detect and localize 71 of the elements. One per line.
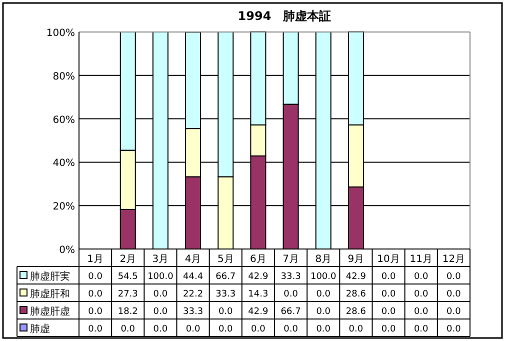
data-label: 0.0: [381, 307, 396, 317]
data-label: 0.0: [381, 324, 396, 334]
x-tick-label: 12月: [442, 254, 466, 265]
data-label: 0.0: [348, 324, 364, 334]
x-tick-label: 5月: [217, 254, 234, 265]
x-tick-label: 4月: [184, 254, 202, 265]
data-label: 42.9: [346, 272, 366, 282]
data-label: 54.5: [118, 272, 138, 282]
chart-title: 1994 肺虚本証: [238, 9, 332, 23]
data-label: 42.9: [248, 272, 268, 282]
data-label: 28.6: [346, 290, 366, 300]
data-label: 0.0: [414, 290, 429, 300]
legend-label: 肺虚肝虚: [30, 306, 70, 318]
data-label: 28.6: [346, 307, 366, 317]
data-label: 100.0: [310, 272, 337, 282]
x-tick-label: 2月: [120, 254, 136, 265]
x-tick-label: 8月: [315, 254, 332, 265]
data-label: 0.0: [88, 290, 103, 300]
data-label: 66.7: [280, 307, 301, 317]
y-tick-label: 40%: [52, 158, 75, 170]
data-label: 0.0: [88, 272, 103, 282]
data-label: 0.0: [381, 272, 396, 282]
data-label: 0.0: [414, 307, 429, 317]
data-label: 0.0: [414, 272, 429, 282]
data-label: 0.0: [414, 324, 429, 334]
data-label: 22.2: [183, 290, 204, 300]
data-label: 0.0: [153, 290, 168, 300]
x-tick-label: 11月: [410, 254, 432, 265]
data-label: 27.3: [118, 290, 138, 300]
data-label: 0.0: [218, 324, 234, 334]
legend-label: 肺虚: [30, 323, 50, 335]
data-label: 0.0: [153, 307, 168, 317]
data-label: 0.0: [88, 324, 103, 334]
data-label: 0.0: [316, 324, 331, 334]
y-tick-label: 60%: [52, 114, 75, 126]
data-label: 0.0: [88, 307, 103, 317]
legend-label: 肺虚肝実: [30, 270, 70, 282]
data-label: 0.0: [120, 324, 136, 334]
data-label: 0.0: [316, 307, 331, 317]
data-label: 0.0: [316, 290, 331, 300]
data-label: 14.3: [248, 290, 268, 300]
x-tick-label: 10月: [377, 254, 400, 265]
data-label: 0.0: [153, 324, 168, 334]
y-tick-label: 20%: [52, 202, 75, 213]
data-label: 0.0: [284, 290, 298, 300]
data-label: 0.0: [446, 272, 462, 282]
data-label: 44.4: [183, 272, 204, 282]
y-tick-label: 80%: [52, 71, 75, 82]
x-tick-label: 7月: [282, 254, 299, 265]
data-label: 0.0: [284, 324, 298, 334]
x-tick-label: 1月: [87, 254, 104, 265]
data-label: 33.3: [280, 272, 301, 282]
data-label: 0.0: [186, 324, 200, 334]
x-tick-label: 6月: [250, 254, 266, 265]
data-label: 100.0: [148, 272, 174, 282]
x-tick-label: 9月: [348, 254, 364, 265]
data-label: 0.0: [446, 324, 462, 334]
y-tick-label: 0%: [59, 245, 75, 256]
x-tick-label: 3月: [152, 254, 169, 265]
data-label: 0.0: [446, 307, 462, 317]
data-label: 42.9: [248, 307, 268, 317]
data-label: 33.3: [216, 290, 236, 300]
data-label: 0.0: [381, 290, 396, 300]
data-label: 0.0: [446, 290, 462, 300]
data-label: 18.2: [118, 307, 138, 317]
y-tick-label: 100%: [46, 28, 75, 39]
data-label: 0.0: [251, 324, 266, 334]
data-label: 33.3: [183, 307, 204, 317]
legend-label: 肺虚肝和: [30, 288, 70, 300]
data-label: 0.0: [218, 307, 234, 317]
data-label: 66.7: [216, 272, 236, 282]
